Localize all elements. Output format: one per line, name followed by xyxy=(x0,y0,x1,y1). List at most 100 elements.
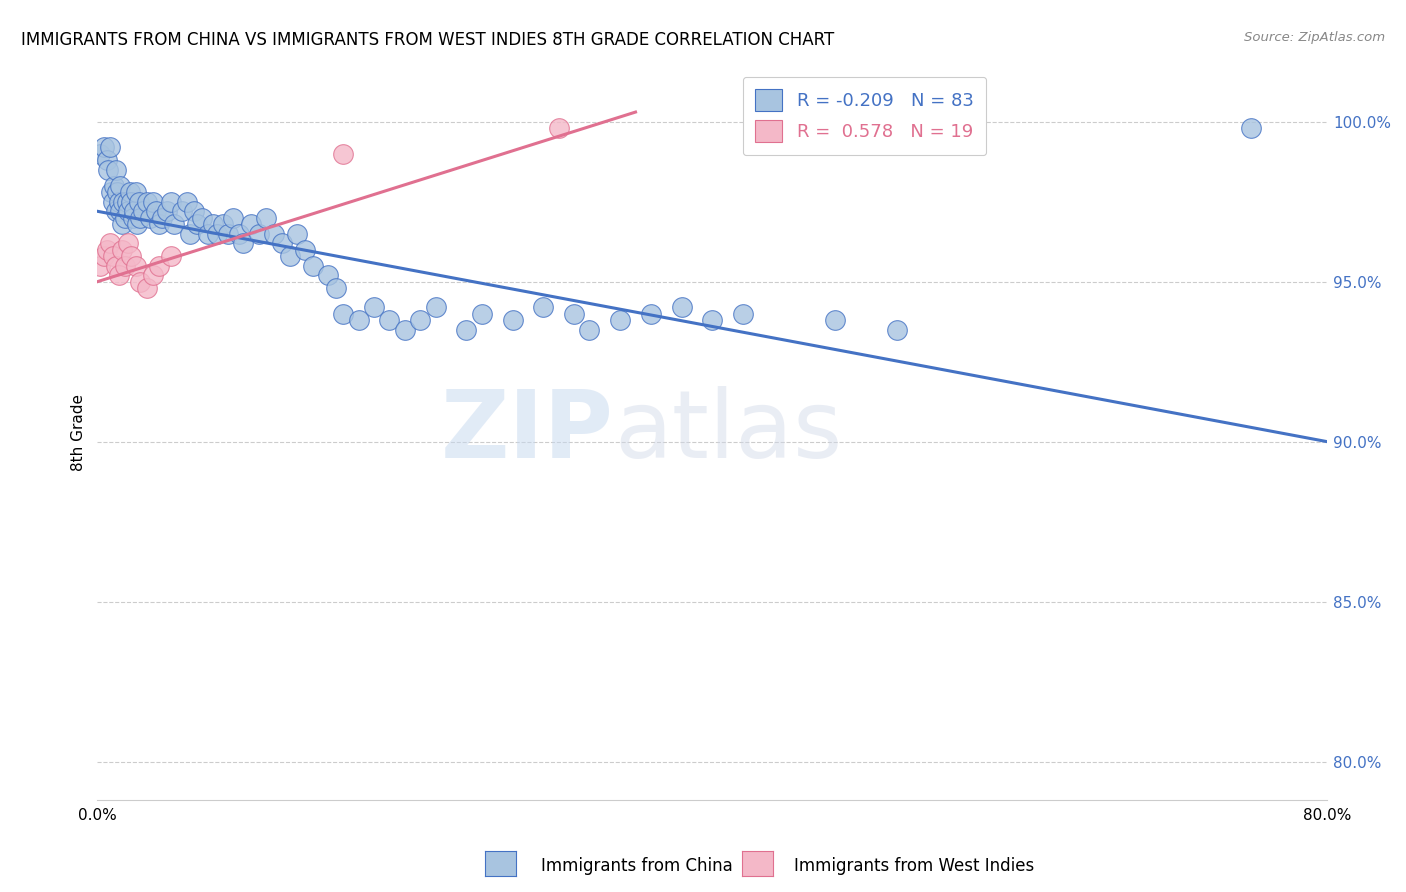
Legend: R = -0.209   N = 83, R =  0.578   N = 19: R = -0.209 N = 83, R = 0.578 N = 19 xyxy=(742,77,986,155)
Point xyxy=(332,307,354,321)
Point xyxy=(263,227,285,241)
Point xyxy=(191,211,214,225)
Point xyxy=(121,211,143,225)
Point xyxy=(578,323,600,337)
Point xyxy=(221,211,243,225)
Point xyxy=(278,249,301,263)
Point xyxy=(117,204,139,219)
Point xyxy=(502,313,524,327)
Point xyxy=(240,217,263,231)
Point xyxy=(125,259,148,273)
Point xyxy=(120,249,142,263)
Point xyxy=(163,217,186,231)
Point xyxy=(212,217,235,231)
Point xyxy=(531,300,554,314)
Text: ZIP: ZIP xyxy=(441,386,614,478)
Point xyxy=(89,146,111,161)
Point xyxy=(135,281,157,295)
Point xyxy=(247,227,270,241)
Point xyxy=(104,204,127,219)
Point xyxy=(127,217,149,231)
Point xyxy=(176,194,198,209)
Point xyxy=(1239,121,1261,136)
Point xyxy=(186,217,208,231)
Point xyxy=(114,211,136,225)
Point xyxy=(155,204,177,219)
Point xyxy=(270,236,292,251)
Point xyxy=(562,307,585,321)
Point xyxy=(228,227,250,241)
Text: atlas: atlas xyxy=(614,386,842,478)
Point xyxy=(105,185,128,199)
Point xyxy=(160,249,183,263)
Point xyxy=(378,313,401,327)
Point xyxy=(110,178,132,193)
Point xyxy=(285,227,308,241)
Point xyxy=(98,140,121,154)
Point xyxy=(132,204,155,219)
Point xyxy=(101,194,124,209)
Point xyxy=(425,300,447,314)
Point xyxy=(733,307,755,321)
Point xyxy=(316,268,339,283)
Point xyxy=(547,121,569,136)
Point xyxy=(96,153,118,167)
Point xyxy=(117,236,139,251)
Point xyxy=(135,194,157,209)
Point xyxy=(129,275,152,289)
Point xyxy=(142,194,165,209)
Point xyxy=(112,194,135,209)
Point xyxy=(409,313,432,327)
Text: Source: ZipAtlas.com: Source: ZipAtlas.com xyxy=(1244,31,1385,45)
Point xyxy=(150,211,173,225)
Point xyxy=(138,211,160,225)
Point xyxy=(347,313,370,327)
Point xyxy=(170,204,193,219)
Point xyxy=(120,194,142,209)
Point xyxy=(104,162,127,177)
Point xyxy=(118,185,141,199)
Point xyxy=(301,259,323,273)
Point xyxy=(217,227,239,241)
Point xyxy=(110,204,132,219)
Point xyxy=(111,243,134,257)
Point xyxy=(122,204,145,219)
Point xyxy=(93,249,115,263)
Point xyxy=(100,185,122,199)
Point xyxy=(232,236,254,251)
Point xyxy=(89,259,111,273)
Point xyxy=(114,259,136,273)
Point xyxy=(115,194,138,209)
Point xyxy=(160,194,183,209)
Point xyxy=(671,300,693,314)
Point xyxy=(886,323,908,337)
Point xyxy=(103,178,125,193)
Point xyxy=(97,162,120,177)
Text: IMMIGRANTS FROM CHINA VS IMMIGRANTS FROM WEST INDIES 8TH GRADE CORRELATION CHART: IMMIGRANTS FROM CHINA VS IMMIGRANTS FROM… xyxy=(21,31,834,49)
Point xyxy=(104,259,127,273)
Point xyxy=(142,268,165,283)
Point xyxy=(640,307,662,321)
Point xyxy=(101,249,124,263)
Point xyxy=(148,217,170,231)
Point xyxy=(325,281,347,295)
Point xyxy=(471,307,494,321)
Point xyxy=(702,313,724,327)
Point xyxy=(394,323,416,337)
Point xyxy=(294,243,316,257)
Point xyxy=(824,313,846,327)
Point xyxy=(207,227,229,241)
Point xyxy=(125,185,148,199)
Point xyxy=(197,227,219,241)
Point xyxy=(108,268,131,283)
Point xyxy=(609,313,631,327)
Point xyxy=(332,146,354,161)
Point xyxy=(128,194,150,209)
Point xyxy=(108,194,131,209)
Text: Immigrants from China: Immigrants from China xyxy=(541,856,733,874)
Point xyxy=(201,217,224,231)
Text: Immigrants from West Indies: Immigrants from West Indies xyxy=(794,856,1035,874)
Point xyxy=(93,140,115,154)
Point xyxy=(96,243,118,257)
Point xyxy=(363,300,385,314)
